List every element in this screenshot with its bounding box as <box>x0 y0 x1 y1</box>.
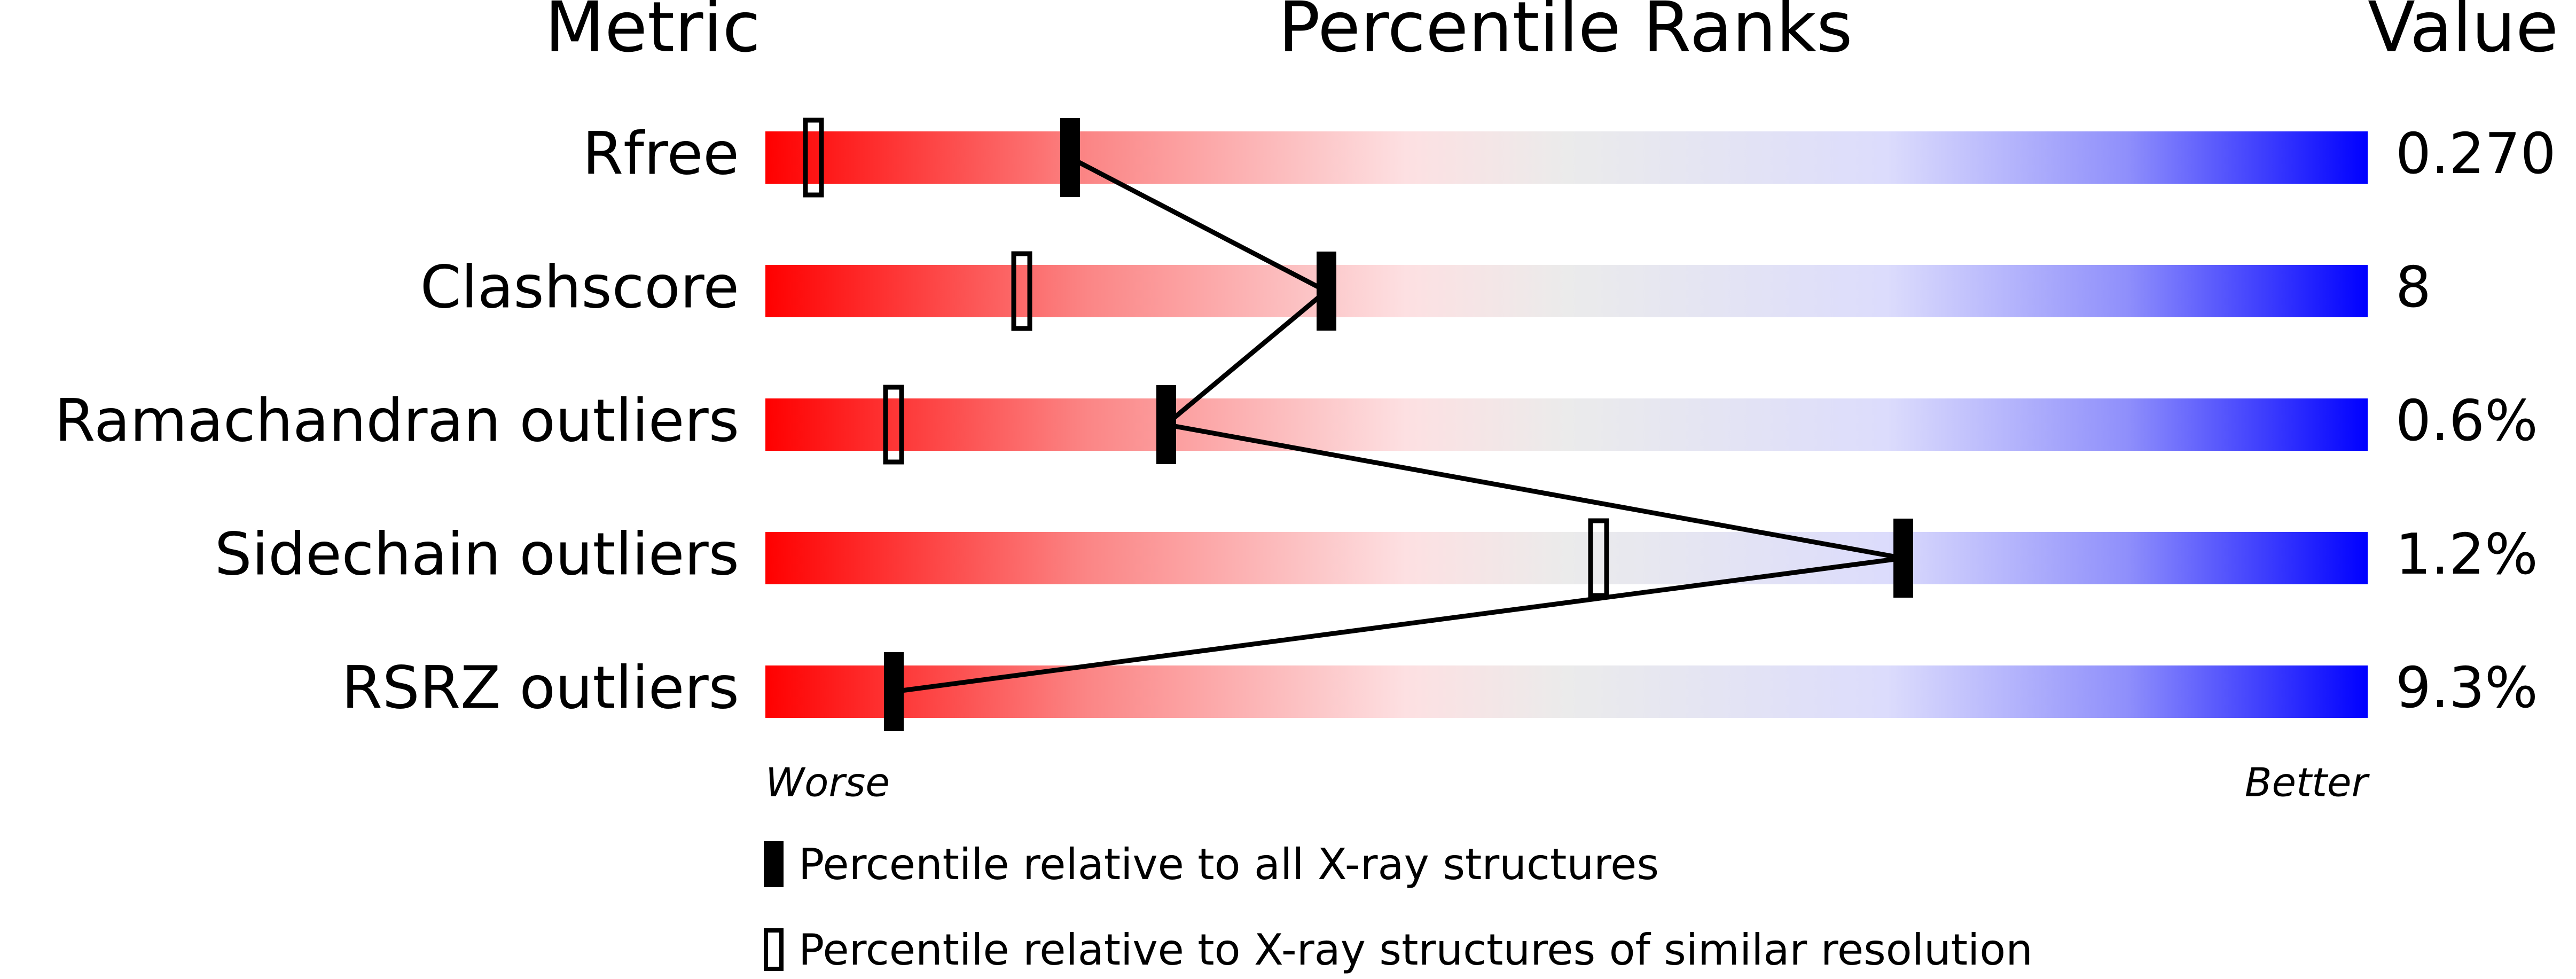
legend-label: Percentile relative to all X-ray structu… <box>798 840 1659 889</box>
column-header: Metric <box>545 0 761 68</box>
percentile-bar <box>765 131 2368 184</box>
metric-value: 1.2% <box>2395 522 2538 587</box>
metric-label: Ramachandran outliers <box>54 386 739 455</box>
column-header: Percentile Ranks <box>1278 0 1852 68</box>
marker-all <box>1893 519 1913 598</box>
column-header: Value <box>2368 0 2558 68</box>
metric-label: Rfree <box>583 119 739 187</box>
percentile-bar <box>765 265 2368 317</box>
marker-similar <box>803 118 824 198</box>
marker-all <box>1317 252 1336 331</box>
legend-swatch <box>764 841 784 887</box>
metric-value: 8 <box>2395 255 2431 320</box>
marker-similar <box>1588 518 1609 598</box>
metric-label: RSRZ outliers <box>342 653 740 722</box>
metric-value: 0.270 <box>2395 121 2556 186</box>
metric-value: 9.3% <box>2395 655 2538 720</box>
legend-swatch <box>764 928 784 971</box>
better-label: Better <box>2245 760 2370 806</box>
metric-value: 0.6% <box>2395 388 2538 453</box>
worse-label: Worse <box>765 760 890 806</box>
marker-similar <box>1011 251 1032 331</box>
marker-all <box>1156 385 1176 464</box>
percentile-bar <box>765 532 2368 584</box>
marker-all <box>1060 118 1080 197</box>
percentile-bar <box>765 398 2368 451</box>
metric-label: Clashscore <box>420 253 739 321</box>
marker-all <box>884 652 904 731</box>
metric-label: Sidechain outliers <box>215 520 739 588</box>
marker-similar <box>883 385 904 465</box>
legend-label: Percentile relative to X-ray structures … <box>798 925 2033 975</box>
percentile-bar <box>765 665 2368 718</box>
